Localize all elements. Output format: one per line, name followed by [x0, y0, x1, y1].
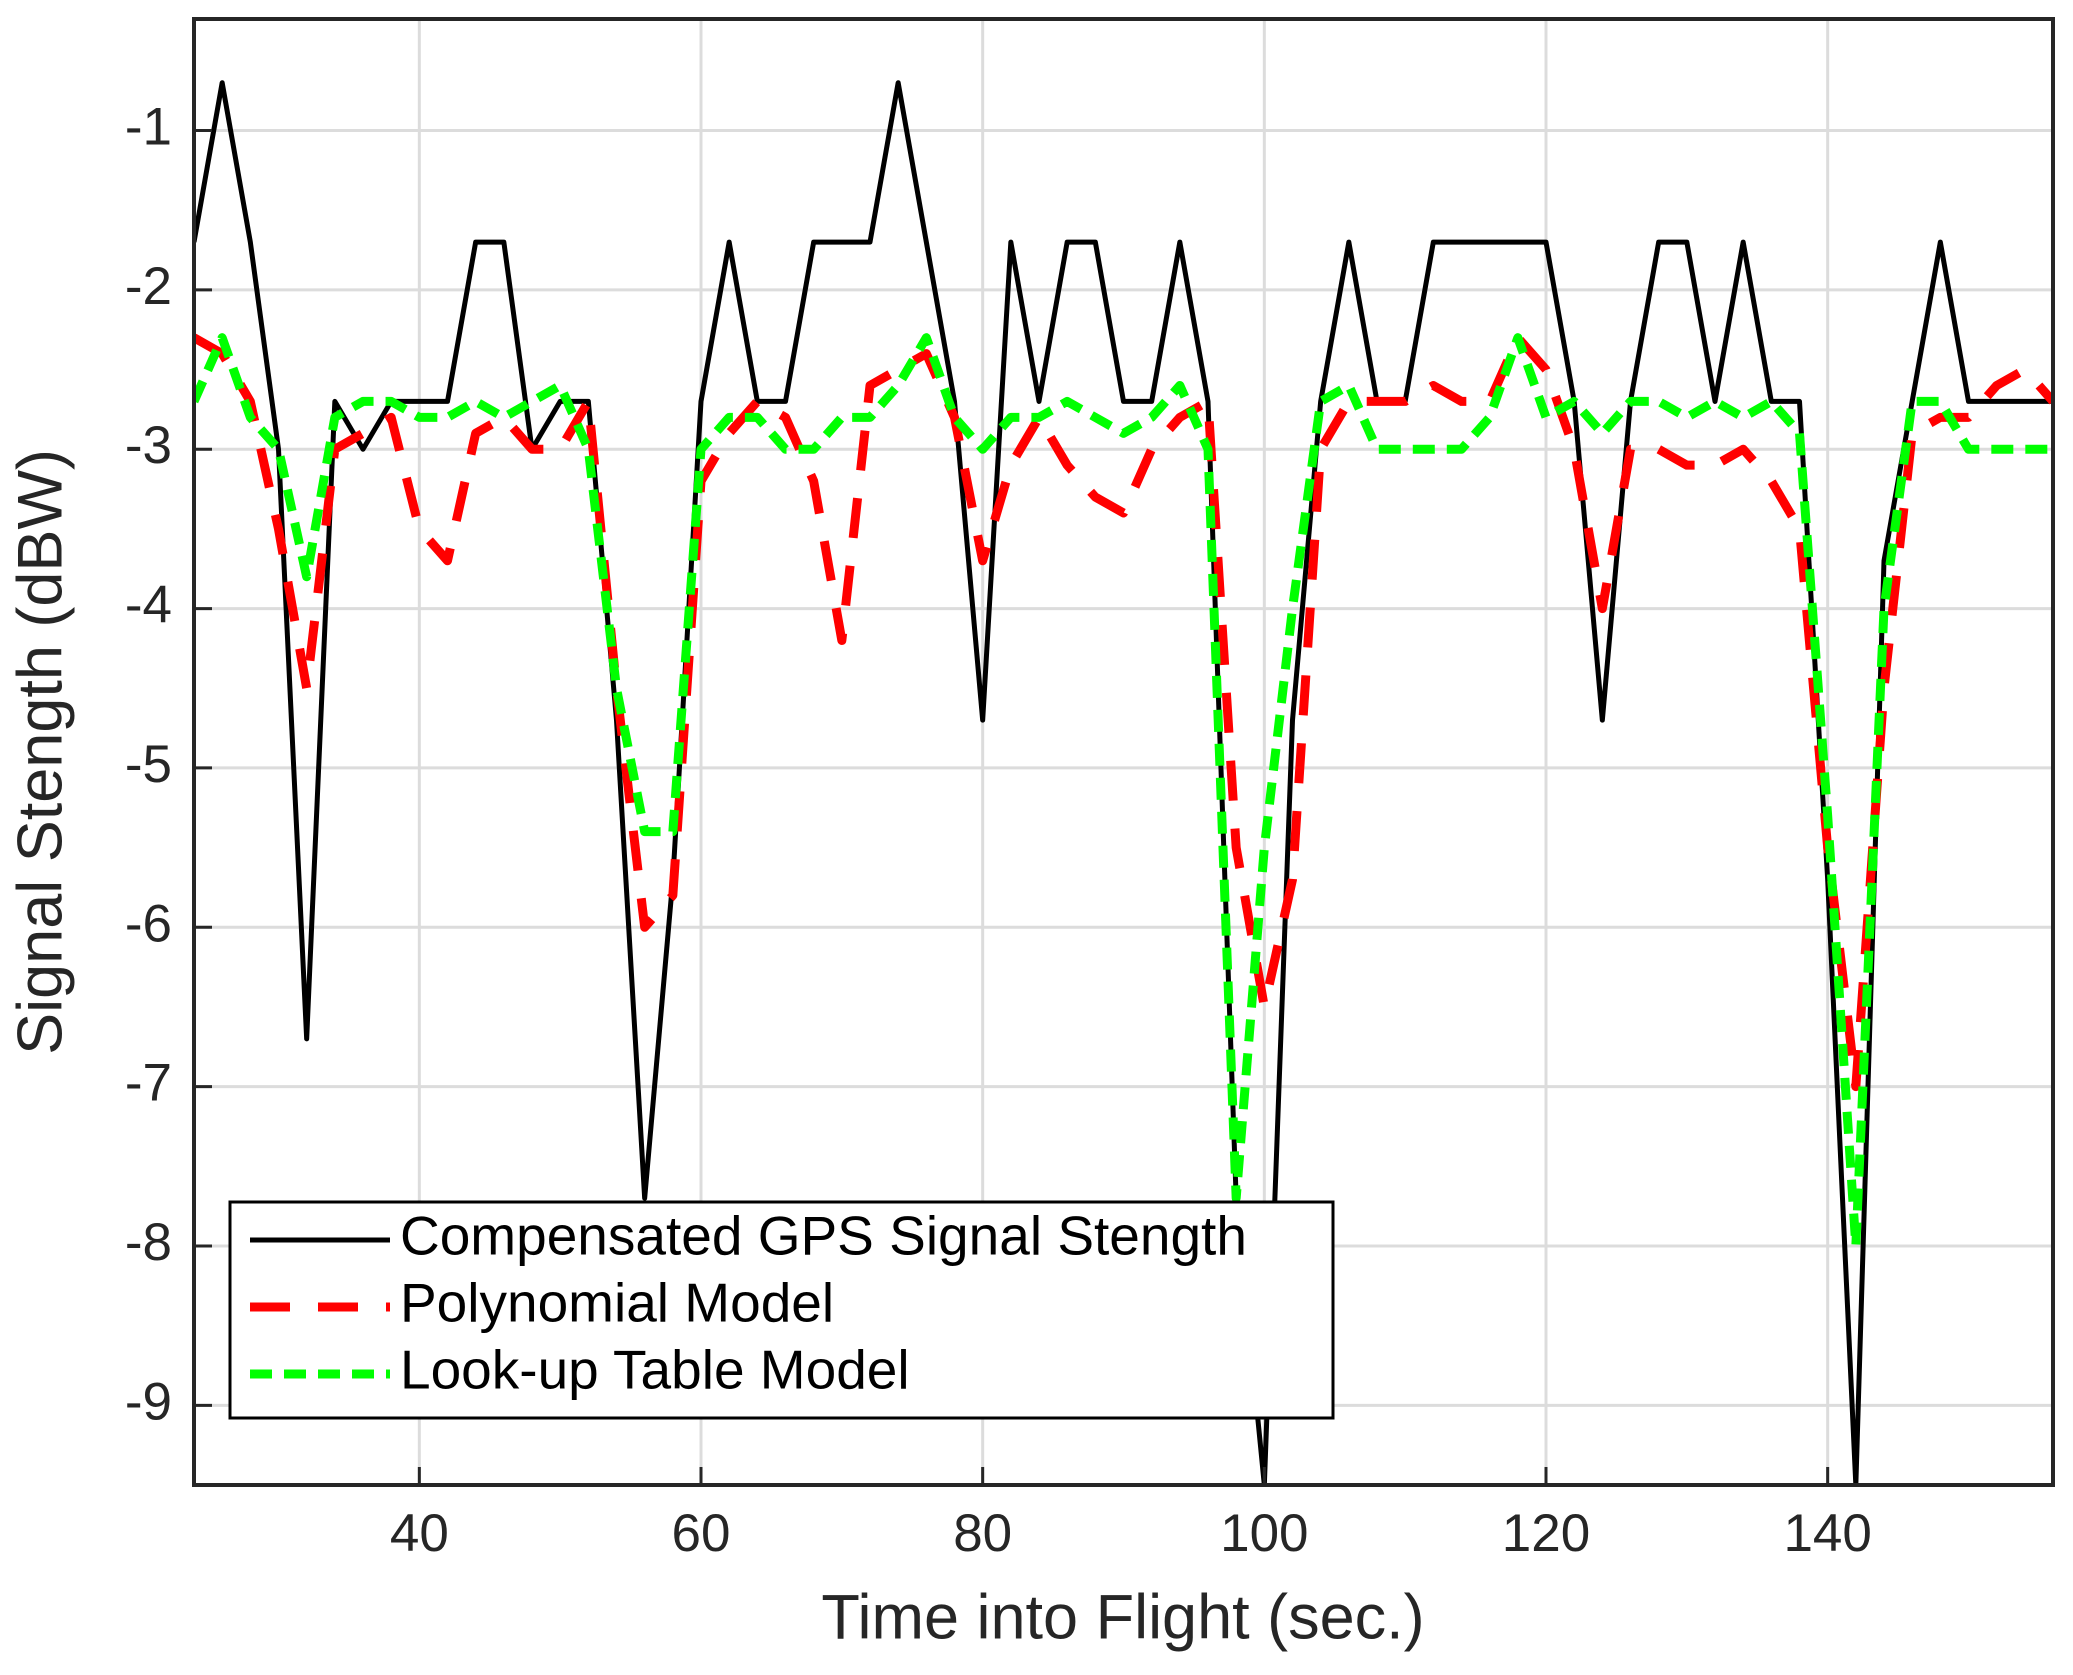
series-line [194, 80, 2053, 1485]
y-tick-label: -4 [125, 576, 172, 635]
y-tick-label: -6 [125, 894, 172, 953]
y-tick-label: -7 [125, 1054, 172, 1113]
axes-box [192, 17, 2055, 1487]
legend-label: Polynomial Model [400, 1272, 834, 1334]
x-tick-label: 60 [672, 1504, 731, 1563]
legend-label: Compensated GPS Signal Stength [400, 1205, 1247, 1267]
x-tick-label: 140 [1783, 1504, 1871, 1563]
x-tick-label: 100 [1220, 1504, 1308, 1563]
x-tick-label: 120 [1502, 1504, 1590, 1563]
x-tick-label: 80 [953, 1504, 1012, 1563]
legend: Compensated GPS Signal StengthPolynomial… [228, 1200, 1335, 1420]
series-line [194, 333, 2053, 1251]
y-tick-label: -1 [125, 98, 172, 157]
y-axis-label: Signal Stength (dBW) [6, 449, 76, 1055]
x-tick-label: 40 [390, 1504, 449, 1563]
y-tick-label: -8 [125, 1213, 172, 1272]
y-tick-label: -5 [125, 735, 172, 794]
legend-box [228, 1200, 1335, 1420]
plot-lines [194, 80, 2053, 1485]
series-line [194, 333, 2053, 1092]
y-tick-label: -3 [125, 416, 172, 475]
y-tick-label: -2 [125, 257, 172, 316]
x-axis-label: Time into Flight (sec.) [821, 1583, 1424, 1653]
legend-label: Look-up Table Model [400, 1339, 910, 1401]
y-tick-label: -9 [125, 1372, 172, 1431]
